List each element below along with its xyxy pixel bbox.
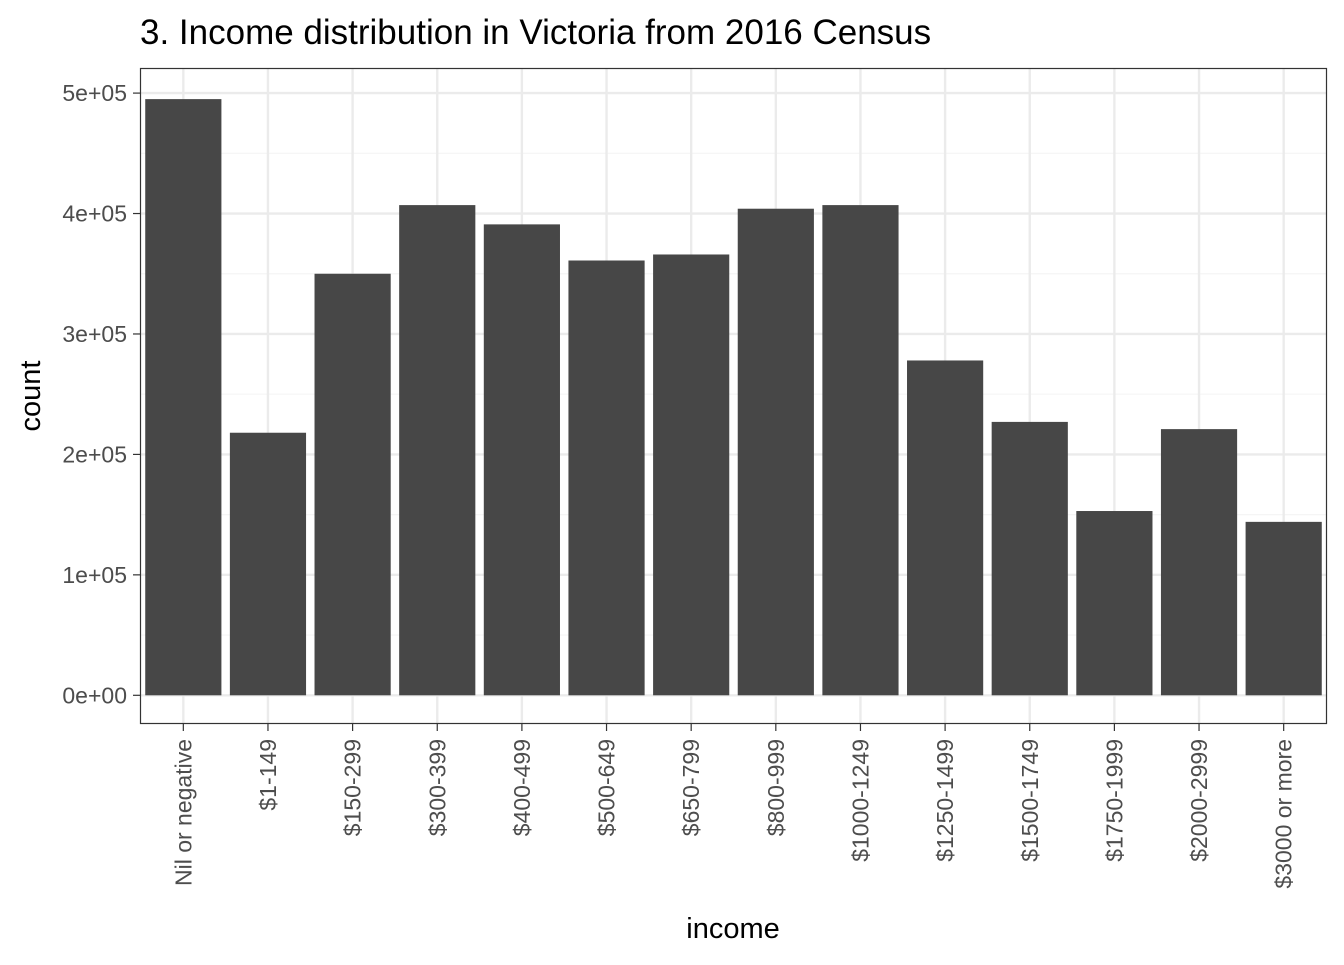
x-axis-label: income (686, 913, 780, 945)
y-tick-label: 1e+05 (62, 562, 127, 588)
bar (145, 99, 222, 696)
x-axis: Nil or negative $1-149 $150-299 $300-399 $40… (170, 723, 1297, 889)
x-tick-label: $3000 or more (1271, 739, 1297, 889)
bar (483, 224, 560, 696)
x-tick-label: $1500-1749 (1017, 739, 1043, 862)
x-tick-label: $1750-1999 (1101, 739, 1127, 862)
bar (653, 254, 730, 696)
bar (314, 273, 391, 696)
y-axis: 0e+00 1e+05 2e+05 3e+05 4e+05 5e+05 (62, 80, 141, 708)
bars-layer (145, 99, 1322, 696)
bar (229, 432, 307, 696)
bar (399, 205, 476, 696)
y-tick-label: 0e+00 (62, 682, 127, 708)
x-tick-label: $800-999 (763, 739, 789, 836)
bar (1160, 429, 1238, 696)
x-tick-label: $150-299 (340, 739, 366, 836)
x-tick-label: $2000-2999 (1186, 739, 1212, 862)
x-tick-label: $650-799 (678, 739, 704, 836)
x-tick-label: $1250-1499 (932, 739, 958, 862)
x-tick-label: $500-649 (594, 739, 620, 836)
x-tick-label: $300-399 (424, 739, 450, 836)
chart-title: 3. Income distribution in Victoria from … (140, 13, 931, 52)
bar (1245, 521, 1322, 696)
y-tick-label: 3e+05 (62, 321, 127, 347)
x-tick-label: Nil or negative (170, 739, 196, 886)
bar (907, 360, 984, 696)
y-tick-label: 4e+05 (62, 201, 127, 227)
bar (568, 260, 645, 696)
y-axis-label: count (15, 361, 47, 432)
bar (1076, 511, 1153, 696)
panel-border (139, 67, 1328, 725)
y-tick-label: 2e+05 (62, 441, 127, 467)
bar (737, 208, 814, 696)
x-tick-label: $1000-1249 (847, 739, 873, 862)
x-tick-label: $400-499 (509, 739, 535, 836)
x-tick-label: $1-149 (255, 739, 281, 811)
bar (822, 205, 899, 696)
y-tick-label: 5e+05 (62, 80, 127, 106)
bar (991, 421, 1068, 696)
